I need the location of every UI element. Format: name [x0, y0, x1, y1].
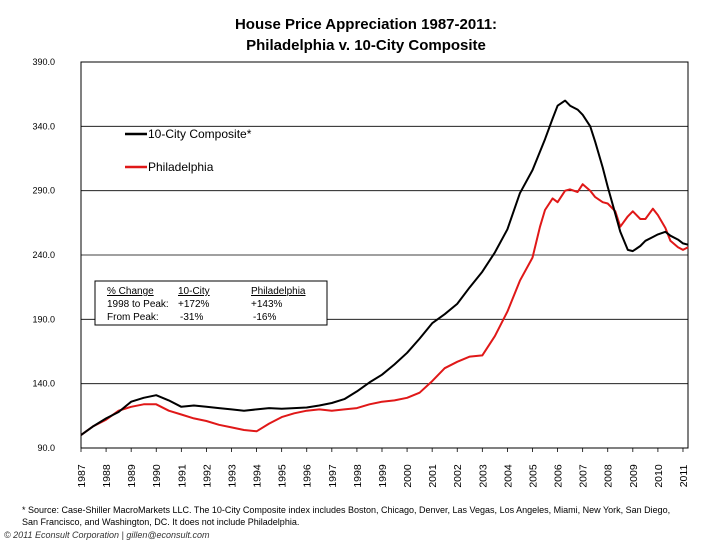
legend-label-10-city: 10-City Composite* — [148, 127, 252, 141]
x-tick-label: 2006 — [553, 464, 565, 488]
credit-line: © 2011 Econsult Corporation | gillen@eco… — [4, 530, 210, 540]
x-tick-label: 2007 — [578, 464, 590, 488]
x-tick-label: 2004 — [502, 464, 514, 488]
x-tick-label: 2001 — [427, 464, 439, 488]
x-tick-label: 1987 — [76, 464, 88, 488]
annotation-header-philadelphia: Philadelphia — [251, 286, 306, 297]
series-line-10-city — [80, 99, 689, 436]
x-tick-label: 1998 — [352, 464, 364, 488]
annotation-row2-philadelphia: -16% — [253, 312, 276, 323]
x-tick-label: 2000 — [402, 464, 414, 488]
y-tick-label: 240.0 — [32, 250, 55, 260]
annotation-box: % Change 10-City Philadelphia 1998 to Pe… — [94, 280, 328, 326]
series-line-philadelphia — [80, 183, 689, 436]
annotation-row1-philadelphia: +143% — [251, 299, 283, 310]
legend-label-philadelphia: Philadelphia — [148, 160, 214, 174]
annotation-row2-label: From Peak: — [107, 312, 159, 323]
series-lines — [80, 99, 689, 436]
x-tick-label: 2009 — [628, 464, 640, 488]
x-tick-label: 1989 — [126, 464, 138, 488]
y-tick-label: 190.0 — [32, 314, 55, 324]
chart-title-line2: Philadelphia v. 10-City Composite — [246, 37, 486, 54]
source-footnote-line2: San Francisco, and Washington, DC. It do… — [22, 517, 300, 527]
x-tick-label: 2002 — [452, 464, 464, 488]
legend: 10-City Composite* Philadelphia — [125, 127, 252, 174]
annotation-row1-label: 1998 to Peak: — [107, 299, 169, 310]
x-tick-label: 1997 — [327, 464, 339, 488]
annotation-header-label: % Change — [107, 286, 154, 297]
y-tick-label: 140.0 — [32, 379, 55, 389]
y-axis-ticks: 90.0 140.0 190.0 240.0 290.0 340.0 390.0 — [32, 57, 55, 453]
y-tick-label: 390.0 — [32, 57, 55, 67]
annotation-row1-10-city: +172% — [178, 299, 210, 310]
x-tick-label: 1999 — [377, 464, 389, 488]
x-tick-label: 1995 — [277, 464, 289, 488]
x-tick-label: 2010 — [653, 464, 665, 488]
y-tick-label: 290.0 — [32, 186, 55, 196]
x-tick-label: 2003 — [477, 464, 489, 488]
x-tick-label: 2011 — [678, 465, 690, 488]
x-tick-label: 2008 — [603, 464, 615, 488]
y-tick-label: 340.0 — [32, 121, 55, 131]
x-tick-label: 1991 — [176, 464, 188, 488]
x-axis-ticks: 1987 1988 1989 1990 1991 1992 1993 1994 1995 1996… — [76, 448, 690, 488]
y-tick-label: 90.0 — [37, 443, 55, 453]
x-tick-label: 1994 — [252, 464, 264, 488]
x-tick-label: 1996 — [302, 464, 314, 488]
x-tick-label: 1993 — [226, 464, 238, 488]
x-tick-label: 1988 — [101, 464, 113, 488]
annotation-row2-10-city: -31% — [180, 312, 203, 323]
x-tick-label: 2005 — [527, 464, 539, 488]
x-tick-label: 1992 — [201, 464, 213, 488]
annotation-header-10-city: 10-City — [178, 286, 210, 297]
chart-title-line1: House Price Appreciation 1987-2011: — [235, 16, 497, 33]
source-footnote: * Source: Case-Shiller MacroMarkets LLC.… — [22, 505, 671, 515]
x-tick-label: 1990 — [151, 464, 163, 488]
